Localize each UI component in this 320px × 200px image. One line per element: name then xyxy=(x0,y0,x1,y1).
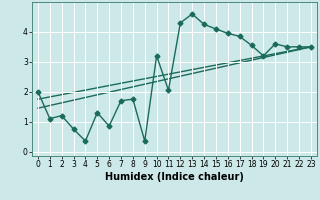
X-axis label: Humidex (Indice chaleur): Humidex (Indice chaleur) xyxy=(105,172,244,182)
